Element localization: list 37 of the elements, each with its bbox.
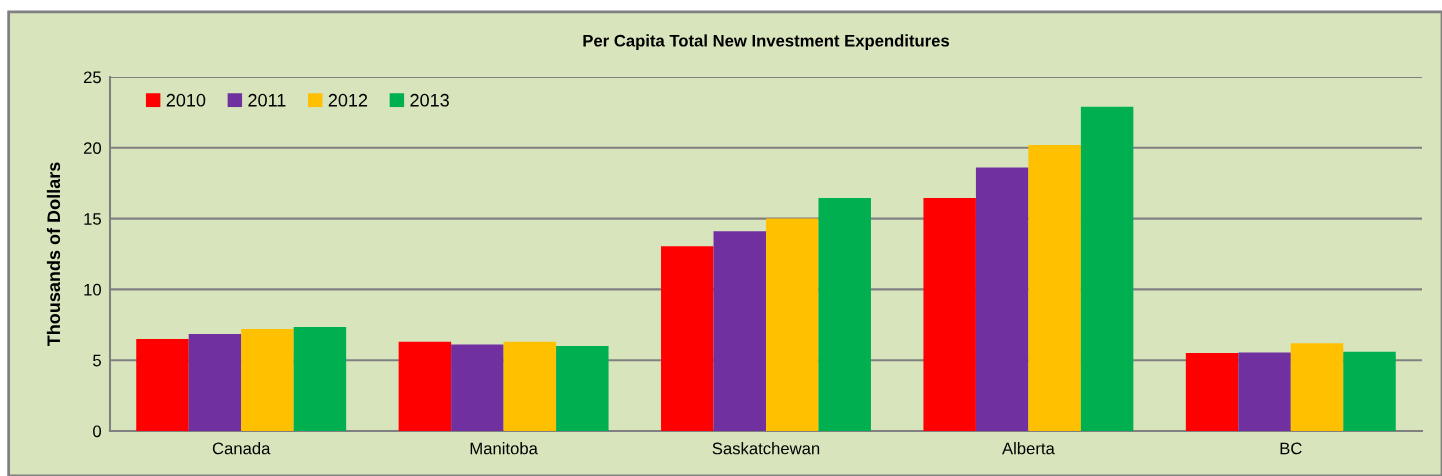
- bar: [451, 344, 504, 431]
- x-tick-label: BC: [1280, 442, 1302, 455]
- x-tick-label: Canada: [212, 442, 271, 455]
- x-tick-label: Saskatchewan: [712, 442, 820, 455]
- bar: [136, 338, 189, 431]
- bar: [818, 198, 871, 431]
- bar: [556, 346, 609, 431]
- legend-label: 2010: [166, 93, 206, 107]
- bar: [293, 326, 347, 431]
- bar: [713, 231, 766, 431]
- bar: [1290, 343, 1344, 431]
- x-tick-label: Manitoba: [470, 442, 538, 455]
- chart-title: Per Capita Total New Investment Expenditures: [583, 34, 950, 50]
- y-tick-label: 0: [93, 425, 102, 438]
- legend-label: 2013: [410, 93, 449, 107]
- bar: [188, 334, 242, 431]
- bar: [923, 198, 976, 431]
- bar: [766, 218, 819, 431]
- y-tick-label: 5: [93, 354, 101, 367]
- y-tick-label: 15: [84, 213, 101, 225]
- y-tick-label: 20: [83, 142, 102, 154]
- bar: [1343, 351, 1396, 431]
- bar: [1238, 352, 1291, 431]
- bar: [975, 167, 1029, 431]
- bar: [661, 246, 714, 431]
- x-tick-label: Alberta: [1002, 442, 1055, 455]
- bar: [1185, 353, 1239, 431]
- legend-label: 2011: [248, 93, 286, 107]
- bar: [1080, 106, 1134, 431]
- bar: [503, 341, 557, 431]
- bar: [1028, 144, 1081, 431]
- y-tick-label: 25: [83, 71, 101, 84]
- y-tick-label: 10: [84, 283, 102, 296]
- legend-label: 2012: [328, 93, 368, 107]
- bar: [241, 329, 294, 431]
- y-axis-title: Thousands of Dollars: [46, 162, 61, 347]
- bar: [398, 341, 452, 431]
